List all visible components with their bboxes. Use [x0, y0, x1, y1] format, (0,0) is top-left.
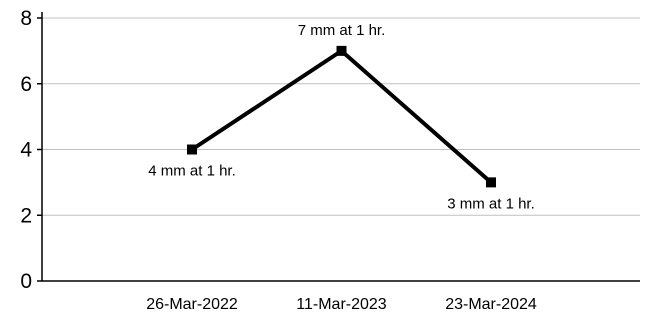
y-tick-label: 0 [20, 270, 32, 293]
data-label: 3 mm at 1 hr. [447, 195, 535, 212]
gridlines [42, 17, 640, 216]
data-label: 4 mm at 1 hr. [148, 163, 236, 180]
axes [41, 12, 640, 282]
data-point-marker [486, 177, 496, 188]
data-point-marker [187, 144, 197, 155]
data-point-marker [336, 45, 347, 56]
y-tick-label: 6 [20, 73, 32, 96]
y-tick-label: 2 [20, 204, 32, 227]
data-label: 7 mm at 1 hr. [298, 22, 386, 39]
x-tick-label: 26-Mar-2022 [146, 296, 238, 313]
series-line [190, 48, 493, 184]
x-tick-labels: 26-Mar-2022 11-Mar-2023 23-Mar-2024 [146, 296, 537, 313]
y-tick-label: 4 [20, 139, 32, 162]
x-tick-label: 11-Mar-2023 [296, 296, 387, 313]
x-tick-label: 23-Mar-2024 [445, 296, 537, 313]
series [187, 45, 496, 188]
y-tick-labels: 0 2 4 6 8 [20, 7, 42, 293]
data-labels: 4 mm at 1 hr. 7 mm at 1 hr. 3 mm at 1 hr. [148, 22, 535, 213]
y-tick-label: 8 [20, 7, 32, 30]
